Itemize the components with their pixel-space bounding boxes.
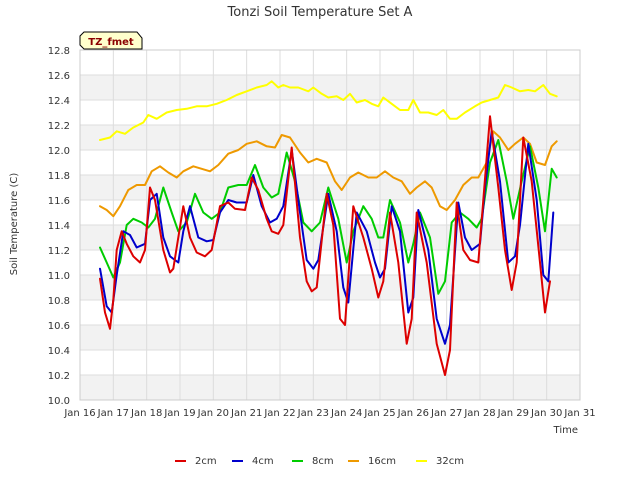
legend-label: 16cm	[368, 456, 396, 467]
x-tick-label: Jan 20	[197, 408, 229, 419]
x-tick-label: Jan 29	[497, 408, 529, 419]
legend-item-32cm: 32cm	[416, 456, 464, 467]
y-tick-label: 10.0	[48, 396, 70, 407]
y-tick-label: 11.6	[48, 196, 70, 207]
x-axis-label: Time	[553, 425, 578, 436]
y-axis-label: Soil Temperature (C)	[9, 173, 20, 276]
x-tick-label: Jan 24	[330, 408, 362, 419]
series-line-32cm	[99, 80, 558, 141]
y-tick-label: 10.2	[48, 371, 70, 382]
x-tick-label: Jan 27	[430, 408, 462, 419]
x-tick-label: Jan 17	[97, 408, 129, 419]
plot-frame	[79, 49, 581, 401]
legend: 2cm 4cm 8cm 16cm 32cm	[175, 456, 464, 467]
x-tick-label: Jan 31	[563, 408, 595, 419]
legend-item-16cm: 16cm	[348, 456, 396, 467]
x-tick-label: Jan 16	[63, 408, 95, 419]
x-tick-label: Jan 18	[130, 408, 162, 419]
y-tick-label: 11.0	[48, 271, 70, 282]
legend-label: 4cm	[252, 456, 274, 467]
y-tick-label: 12.0	[48, 146, 70, 157]
legend-label: 8cm	[312, 456, 334, 467]
y-tick-label: 12.4	[48, 96, 70, 107]
y-tick-label: 11.2	[48, 246, 70, 257]
x-tick-label: Jan 23	[297, 408, 329, 419]
legend-item-8cm: 8cm	[292, 456, 334, 467]
background-band	[80, 275, 580, 300]
y-axis-ticks: 10.0 10.2 10.4 10.6 10.8 11.0 11.2 11.4 11.6 11.8…	[48, 46, 70, 407]
annotation-tag-box	[79, 31, 143, 50]
x-axis-ticks: Jan 16 Jan 17 Jan 18 Jan 19 Jan 20 Jan 21 Jan …	[63, 408, 595, 419]
y-tick-label: 10.8	[48, 296, 70, 307]
series-line-2cm	[99, 115, 551, 376]
x-tick-label: Jan 25	[363, 408, 395, 419]
y-tick-label: 12.6	[48, 71, 70, 82]
y-tick-label: 10.6	[48, 321, 70, 332]
series-lines	[99, 80, 558, 376]
x-tick-label: Jan 26	[397, 408, 429, 419]
background-band	[80, 75, 580, 100]
y-tick-label: 12.8	[48, 46, 70, 57]
legend-label: 2cm	[195, 456, 217, 467]
chart-title: Tonzi Soil Temperature Set A	[227, 5, 413, 20]
annotation-tag-label: TZ_fmet	[88, 37, 134, 48]
x-tick-label: Jan 30	[530, 408, 562, 419]
x-tick-label: Jan 21	[230, 408, 262, 419]
y-tick-label: 11.4	[48, 221, 70, 232]
y-tick-label: 12.2	[48, 121, 70, 132]
x-tick-label: Jan 28	[463, 408, 495, 419]
x-tick-label: Jan 22	[263, 408, 295, 419]
y-tick-label: 10.4	[48, 346, 70, 357]
annotation-tag: TZ_fmet	[79, 31, 143, 50]
background-band	[80, 375, 580, 400]
legend-item-4cm: 4cm	[232, 456, 274, 467]
y-tick-label: 11.8	[48, 171, 70, 182]
background-band	[80, 325, 580, 350]
x-tick-label: Jan 19	[163, 408, 195, 419]
legend-item-2cm: 2cm	[175, 456, 217, 467]
legend-label: 32cm	[436, 456, 464, 467]
